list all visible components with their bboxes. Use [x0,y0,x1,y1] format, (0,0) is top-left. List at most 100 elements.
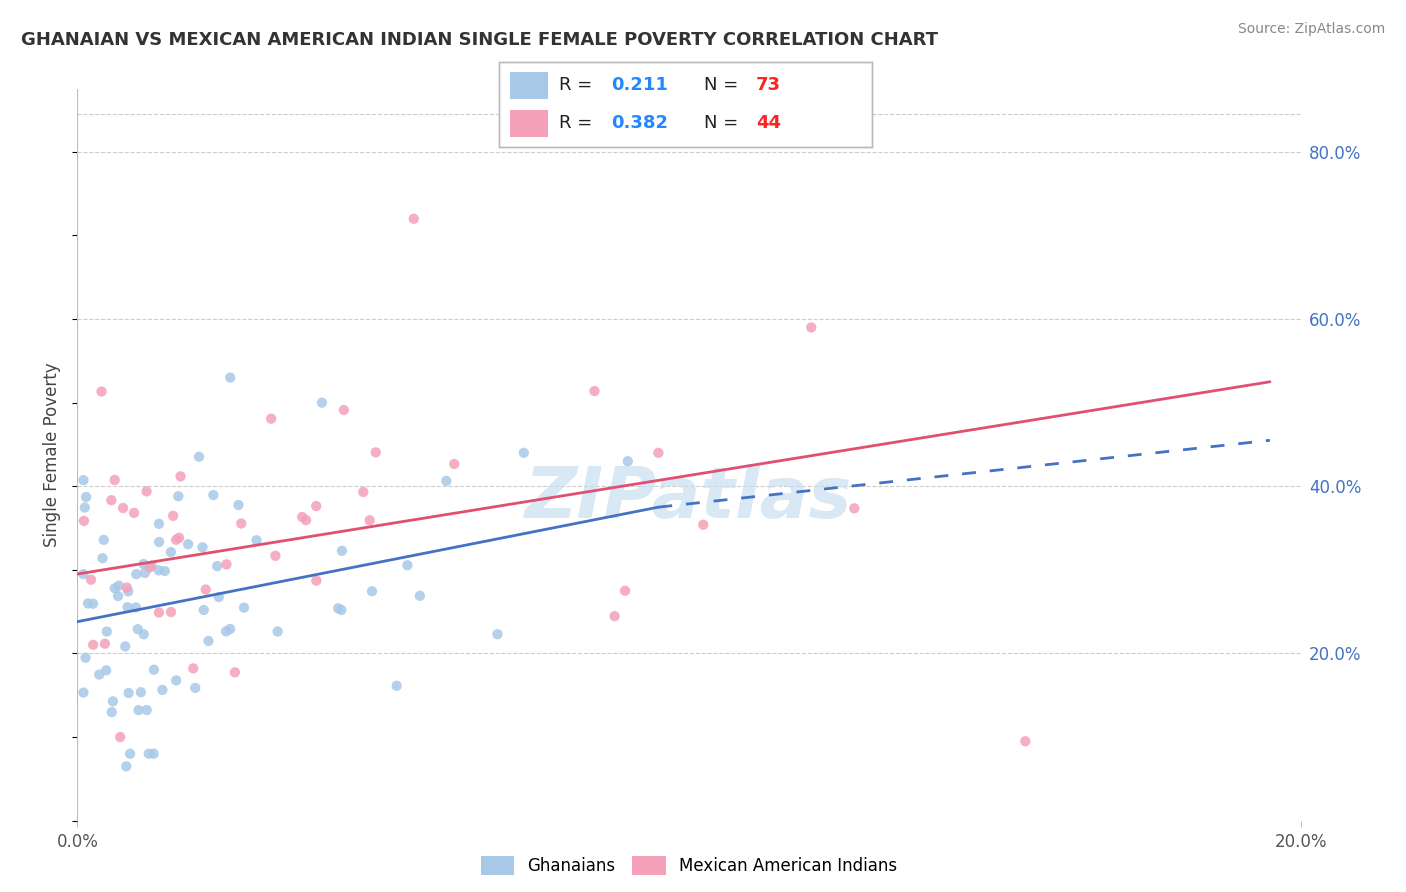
Point [73,500,96,515]
Point [184,681,207,695]
Point [100,705,122,719]
Point [165,673,187,688]
Point [224,665,246,680]
Point [129,685,152,699]
Point [82,597,104,611]
Point [114,640,136,654]
Point [96,624,118,639]
Point [167,489,190,503]
Point [108,579,131,593]
Point [215,624,238,639]
Point [134,566,156,580]
Point [104,473,127,487]
Point [181,661,204,675]
Point [153,564,176,578]
Point [800,320,823,334]
Point [117,584,139,599]
Point [138,747,160,761]
Point [94,637,117,651]
Point [647,446,669,460]
Point [148,535,170,549]
Point [193,603,215,617]
Point [359,513,381,527]
Point [115,759,138,773]
Point [91,551,114,566]
Point [361,584,384,599]
Point [148,606,170,620]
Point [142,747,165,761]
Point [93,533,115,547]
Point [165,533,187,547]
Point [245,533,267,548]
Point [266,624,288,639]
Point [1014,734,1036,748]
Point [264,549,287,563]
Point [108,730,131,744]
Point [148,563,170,577]
Bar [510,110,547,137]
Point [100,493,122,508]
Legend: Ghanaians, Mexican American Indians: Ghanaians, Mexican American Indians [474,849,904,882]
Point [72,685,94,699]
Point [104,582,127,596]
Text: N =: N = [704,114,738,132]
Point [197,634,219,648]
Point [311,395,333,409]
Point [117,686,139,700]
Point [167,531,190,545]
Point [443,457,465,471]
Point [385,679,408,693]
Point [132,557,155,571]
Point [90,384,112,399]
Point [191,541,214,555]
Point [125,600,148,615]
Point [122,506,145,520]
Point [614,583,637,598]
Point [72,567,94,582]
Point [75,490,97,504]
Point [295,513,318,527]
Point [260,411,283,425]
Point [162,508,184,523]
Text: 44: 44 [756,114,782,132]
Text: 0.211: 0.211 [612,77,668,95]
Point [330,603,353,617]
Point [160,545,183,559]
Point [107,589,129,603]
Text: N =: N = [704,77,738,95]
Y-axis label: Single Female Poverty: Single Female Poverty [44,363,62,547]
Text: 0.382: 0.382 [612,114,668,132]
Point [205,559,228,574]
Point [228,498,250,512]
Bar [510,71,547,99]
Point [215,558,238,572]
Text: ZIPatlas: ZIPatlas [526,465,852,533]
Point [402,211,425,226]
Point [72,473,94,487]
Point [112,500,135,515]
Point [142,663,165,677]
Point [77,597,100,611]
Point [82,638,104,652]
Text: GHANAIAN VS MEXICAN AMERICAN INDIAN SINGLE FEMALE POVERTY CORRELATION CHART: GHANAIAN VS MEXICAN AMERICAN INDIAN SING… [21,31,938,49]
Point [330,544,353,558]
Point [89,667,111,681]
Point [152,682,174,697]
Point [117,600,139,615]
Point [326,601,349,615]
Point [513,446,536,460]
Point [80,573,103,587]
Point [692,517,714,532]
Point [139,560,162,574]
Point [132,627,155,641]
Point [208,590,231,604]
Point [396,558,419,573]
Point [291,510,314,524]
Point [141,558,163,573]
Point [127,622,149,636]
Point [202,488,225,502]
Point [844,501,866,516]
Point [115,581,138,595]
Point [617,454,640,468]
Point [128,703,150,717]
